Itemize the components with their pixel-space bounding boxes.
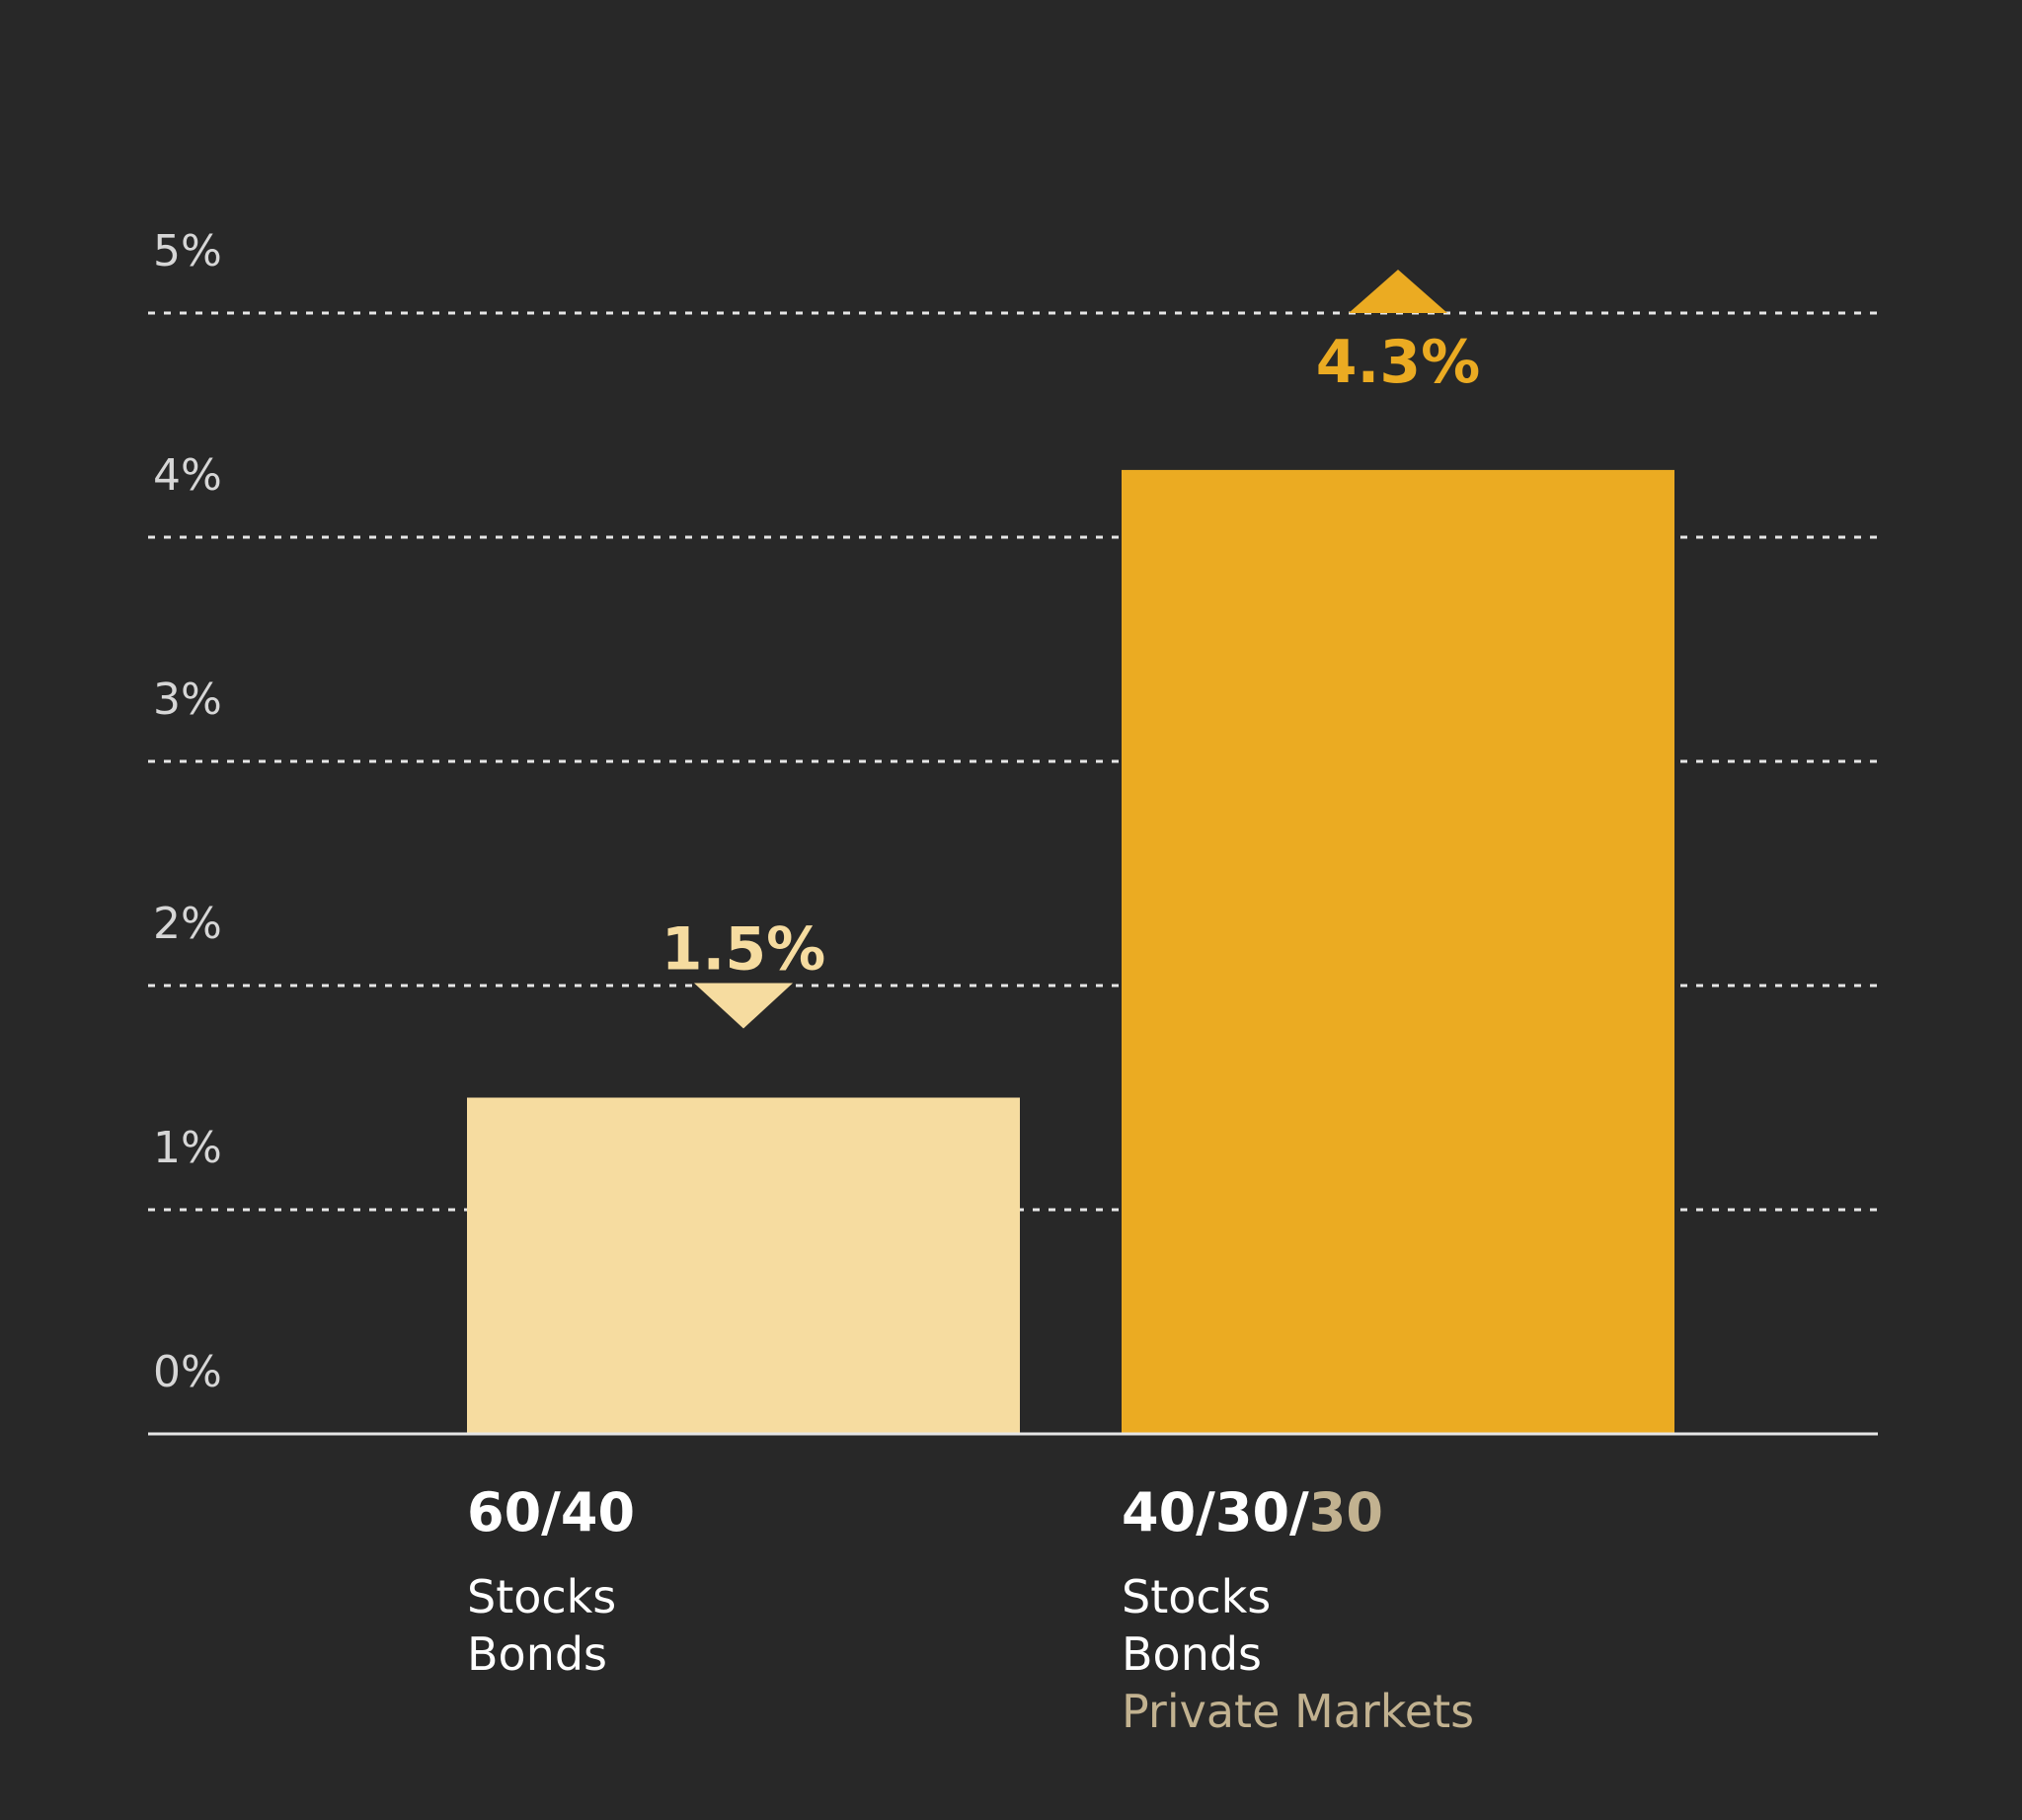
- y-tick-label: 2%: [153, 899, 222, 949]
- down-arrow-icon: [694, 983, 793, 1029]
- value-label: 4.3%: [1316, 328, 1480, 397]
- category-component-label: Bonds: [1122, 1627, 1262, 1681]
- up-arrow-icon: [1349, 270, 1447, 313]
- category-title-part: 30: [1309, 1481, 1383, 1543]
- y-tick-label: 5%: [153, 226, 222, 277]
- bar-60/40: [467, 1097, 1020, 1434]
- category-title-part: 40/30/: [1122, 1481, 1309, 1543]
- category-component-label: Private Markets: [1122, 1685, 1474, 1738]
- category-title-part: 60/40: [467, 1481, 635, 1543]
- category-component-label: Bonds: [467, 1627, 607, 1681]
- y-tick-label: 3%: [153, 674, 222, 725]
- category-title: 60/40: [467, 1481, 635, 1543]
- bar-40/30/30: [1122, 469, 1674, 1434]
- category-component-label: Stocks: [1122, 1570, 1271, 1623]
- category-component-label: Stocks: [467, 1570, 616, 1623]
- value-label: 1.5%: [661, 915, 825, 985]
- category-title: 40/30/30: [1122, 1481, 1383, 1543]
- y-tick-label: 4%: [153, 450, 222, 501]
- y-tick-label: 0%: [153, 1347, 222, 1397]
- y-tick-label: 1%: [153, 1123, 222, 1173]
